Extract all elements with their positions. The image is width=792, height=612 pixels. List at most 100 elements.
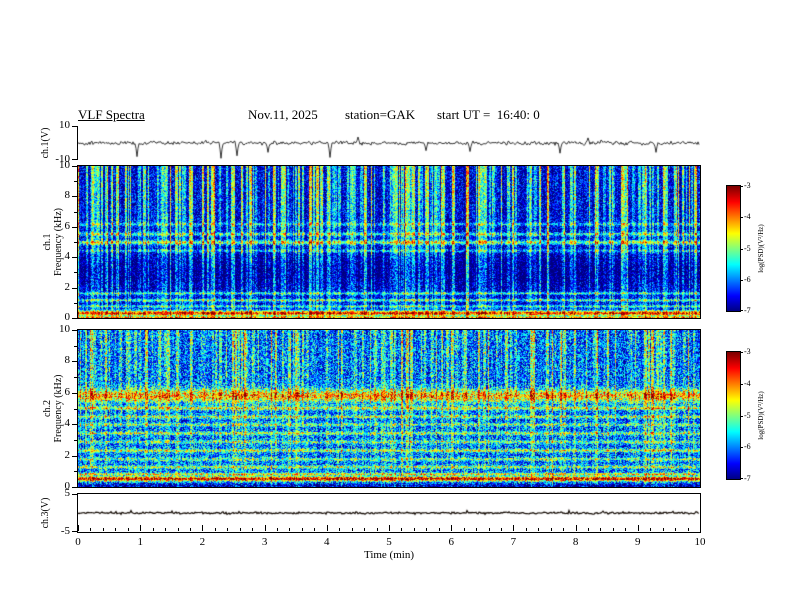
x-minor-tick: [650, 528, 651, 531]
x-minor-tick: [613, 528, 614, 531]
x-minor-tick: [190, 528, 191, 531]
y-major-tick: [72, 424, 78, 425]
y-tick-label: 0: [64, 311, 71, 323]
x-minor-tick: [215, 528, 216, 531]
colorbar-tick-label: -5: [744, 411, 751, 420]
y-major-tick: [72, 531, 78, 532]
y-tick-label: 6: [64, 386, 71, 398]
colorbar-tick: [740, 352, 743, 353]
y-tick-label: -5: [60, 525, 70, 537]
colorbar-tick-label: -5: [744, 244, 751, 253]
x-minor-tick: [426, 528, 427, 531]
colorbar-tick: [740, 416, 743, 417]
y-minor-tick: [74, 303, 78, 304]
x-tick-label: 5: [386, 536, 392, 548]
x-tick-label: 4: [324, 536, 330, 548]
x-minor-tick: [165, 528, 166, 531]
x-minor-tick: [464, 528, 465, 531]
x-minor-tick: [526, 528, 527, 531]
y-tick-label: 8: [64, 354, 71, 366]
x-minor-tick: [489, 528, 490, 531]
colorbar-tick-label: -4: [744, 212, 751, 221]
y-minor-tick: [74, 377, 78, 378]
y-minor-tick: [74, 272, 78, 273]
y-tick-label: 4: [64, 417, 71, 429]
y-major-tick: [72, 456, 78, 457]
y-tick-label: 4: [64, 250, 71, 262]
x-minor-tick: [675, 528, 676, 531]
colorbar-tick: [740, 217, 743, 218]
y-tick-label: 6: [64, 220, 71, 232]
x-minor-tick: [339, 528, 340, 531]
y-tick-label: -10: [55, 153, 70, 165]
y-tick-label: 8: [64, 189, 71, 201]
x-minor-tick: [302, 528, 303, 531]
x-minor-tick: [663, 528, 664, 531]
ch2-spectrogram-panel: [77, 329, 701, 488]
x-major-tick: [202, 525, 203, 531]
y-major-tick: [72, 330, 78, 331]
x-tick-label: 0: [75, 536, 81, 548]
y-major-tick: [72, 393, 78, 394]
y-minor-tick: [74, 346, 78, 347]
y-tick-label: 2: [64, 281, 71, 293]
x-minor-tick: [414, 528, 415, 531]
colorbar-tick-label: -3: [744, 347, 751, 356]
ch1-waveform-canvas: [78, 126, 700, 160]
colorbar-tick: [740, 310, 743, 311]
start-ut-label: start UT = 16:40: 0: [437, 107, 540, 122]
x-minor-tick: [90, 528, 91, 531]
colorbar-tick-label: -6: [744, 442, 751, 451]
x-minor-tick: [240, 528, 241, 531]
x-minor-tick: [178, 528, 179, 531]
time-axis-label: Time (min): [363, 549, 414, 561]
y-minor-tick: [74, 212, 78, 213]
x-minor-tick: [501, 528, 502, 531]
y-minor-tick: [74, 409, 78, 410]
y-tick-label: 2: [64, 449, 71, 461]
y-tick-label: 10: [59, 323, 70, 335]
y-major-tick: [72, 318, 78, 319]
ch1-waveform-panel: [78, 126, 700, 160]
y-tick-label: 10: [59, 119, 70, 131]
x-tick-label: 8: [572, 536, 579, 548]
x-major-tick: [389, 525, 390, 531]
x-tick-label: 2: [199, 536, 206, 548]
x-major-tick: [451, 525, 452, 531]
x-minor-tick: [588, 528, 589, 531]
x-major-tick: [638, 525, 639, 531]
station-label: station=GAK: [345, 107, 416, 122]
ch2-spectrogram-canvas: [78, 330, 700, 487]
y-major-tick: [72, 166, 78, 167]
ch2-colorbar-canvas: [727, 352, 740, 479]
x-major-tick: [78, 525, 79, 531]
y-minor-tick: [74, 471, 78, 472]
x-minor-tick: [364, 528, 365, 531]
x-minor-tick: [625, 528, 626, 531]
ch1-spectrogram-canvas: [78, 166, 700, 318]
x-minor-tick: [289, 528, 290, 531]
x-major-tick: [513, 525, 514, 531]
x-minor-tick: [227, 528, 228, 531]
colorbar-tick: [740, 447, 743, 448]
y-minor-tick: [74, 181, 78, 182]
x-tick-label: 7: [510, 536, 517, 548]
x-minor-tick: [252, 528, 253, 531]
x-minor-tick: [538, 528, 539, 531]
x-minor-tick: [314, 528, 315, 531]
y-major-tick: [72, 257, 78, 258]
y-major-tick: [72, 126, 78, 127]
x-major-tick: [140, 525, 141, 531]
colorbar-tick-label: -7: [744, 306, 751, 315]
plot-title: VLF Spectra: [78, 107, 145, 122]
y-tick-label: 0: [64, 480, 71, 492]
x-major-tick: [265, 525, 266, 531]
x-major-tick: [576, 525, 577, 531]
colorbar-tick-label: -3: [744, 181, 751, 190]
x-minor-tick: [277, 528, 278, 531]
y-major-tick: [72, 494, 78, 495]
colorbar-tick-label: -7: [744, 474, 751, 483]
x-major-tick: [700, 525, 701, 531]
x-minor-tick: [103, 528, 104, 531]
